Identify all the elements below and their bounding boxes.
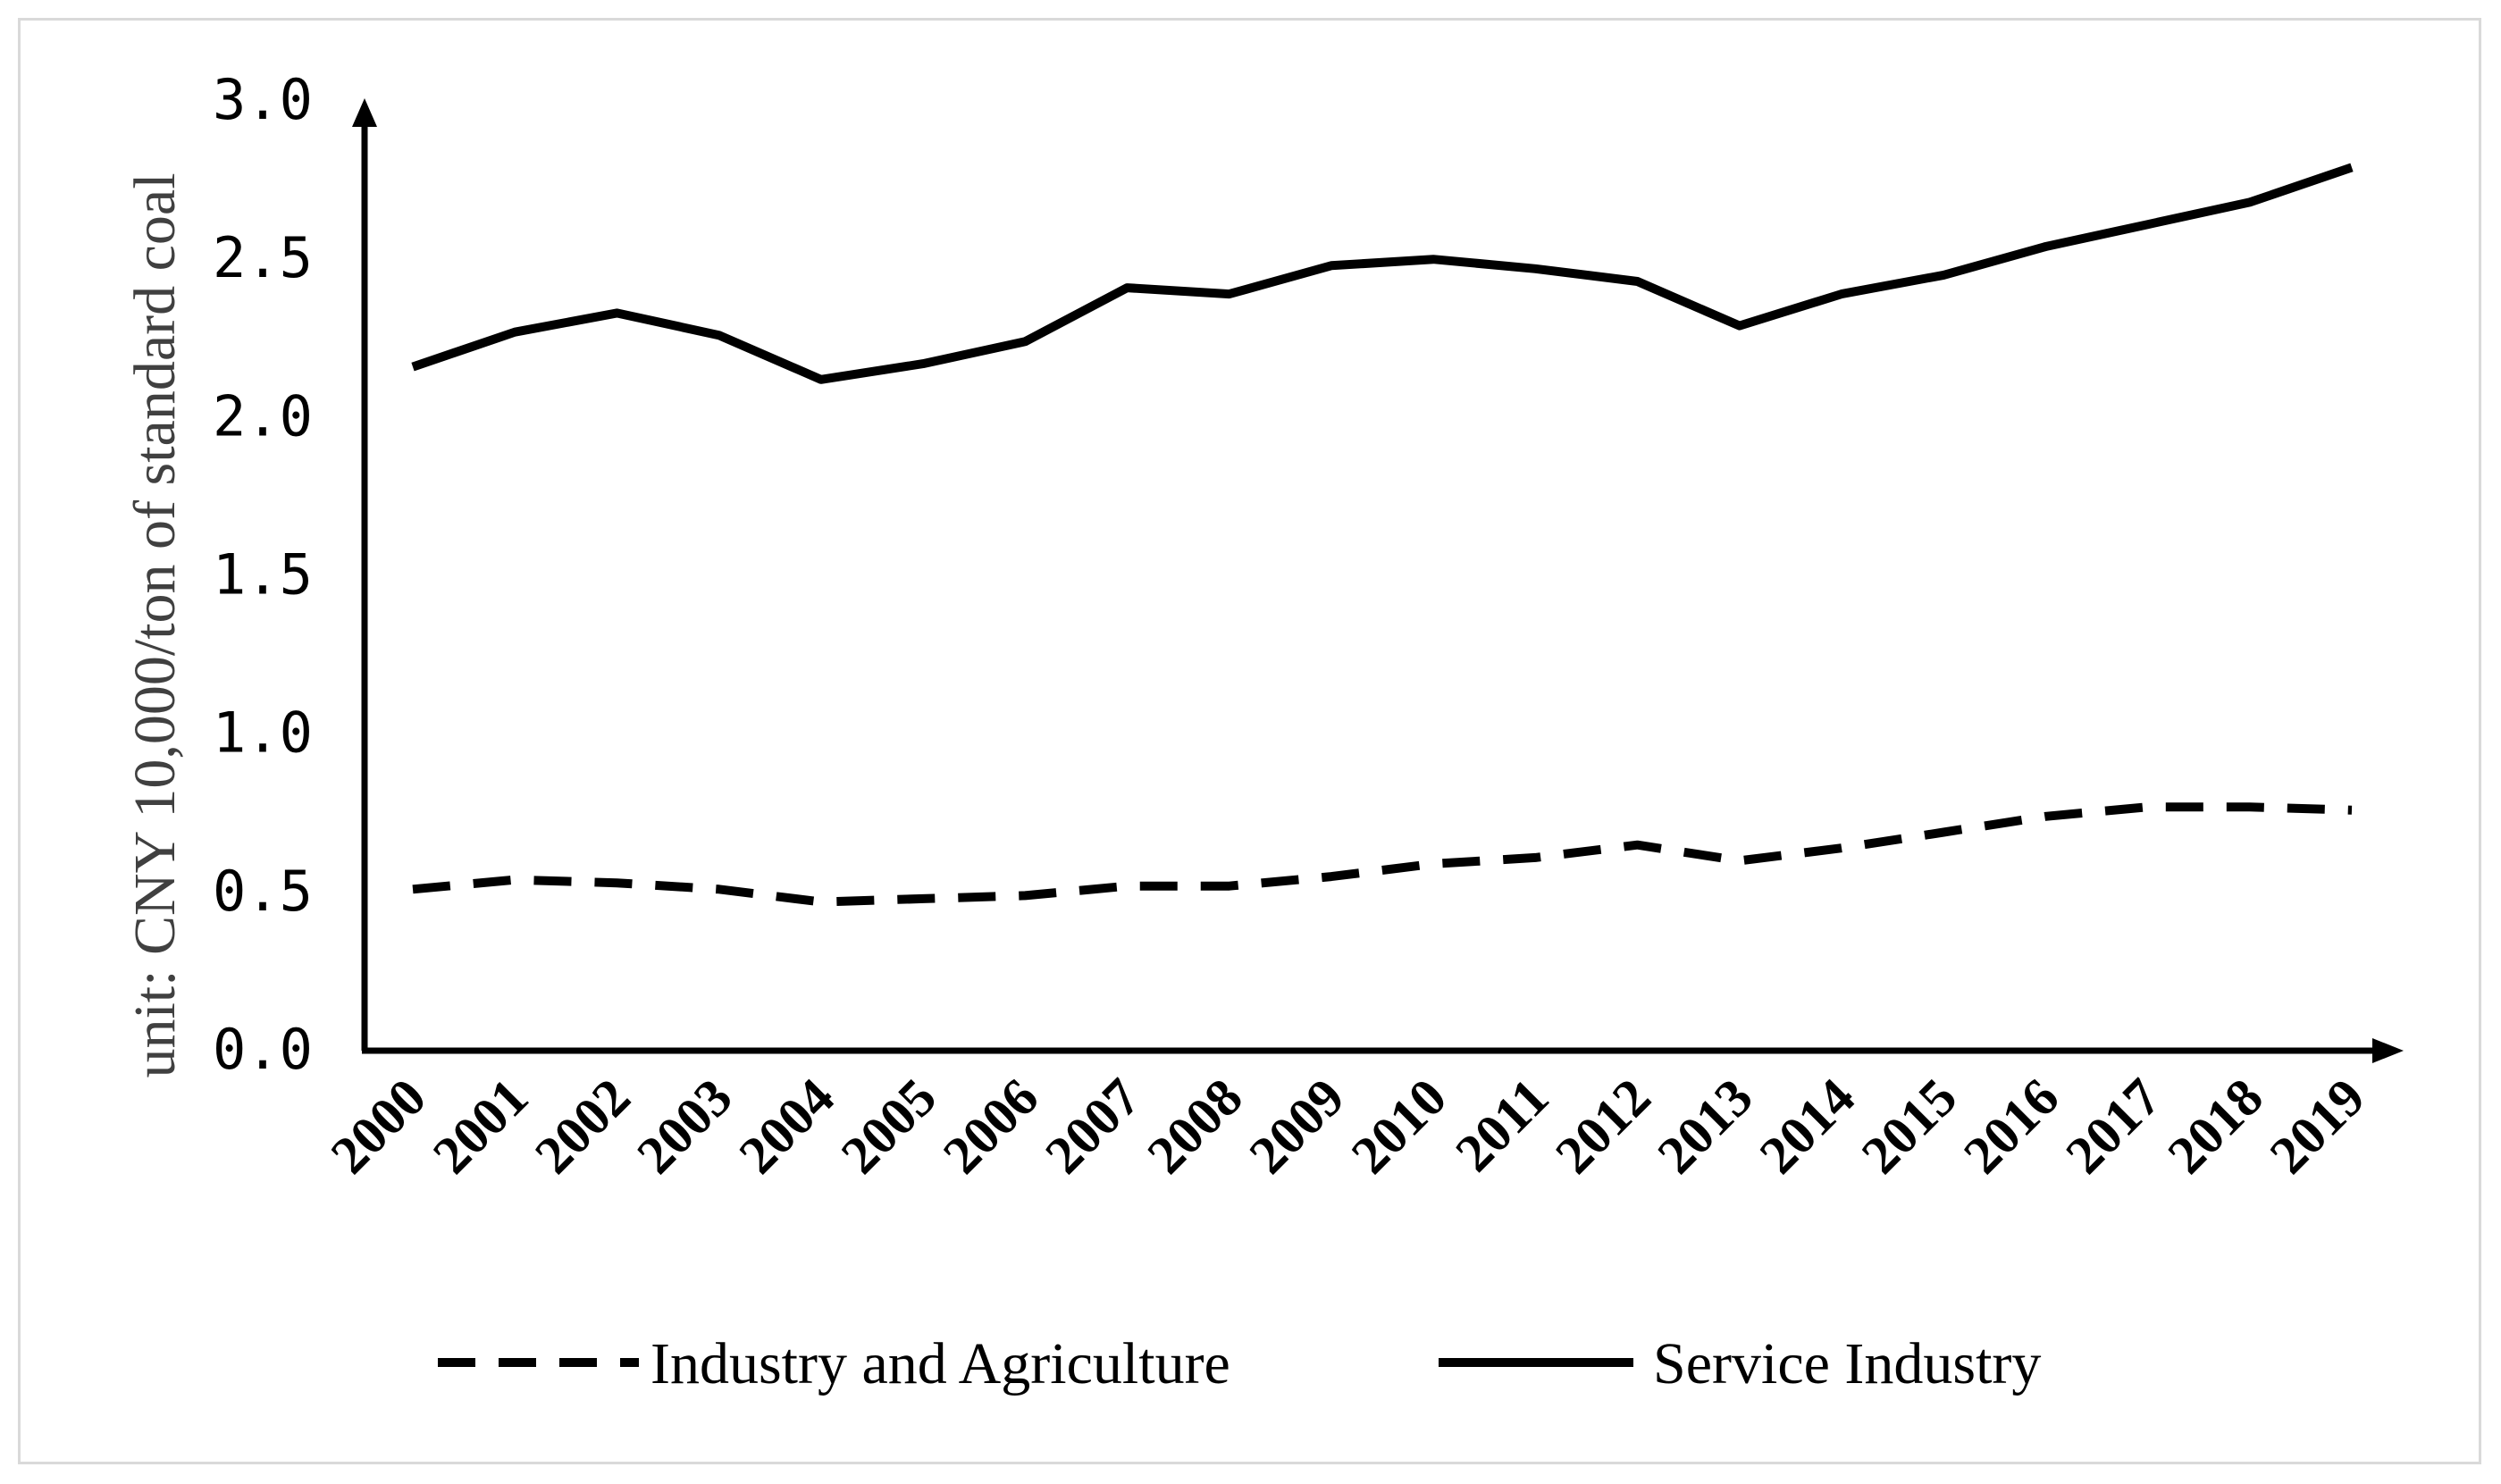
x-tick-label: 2016 xyxy=(1952,1068,2070,1186)
legend-item-industry-and-agriculture: Industry and Agriculture xyxy=(438,1331,1230,1396)
axes xyxy=(352,98,2404,1063)
y-tick-label: 2.5 xyxy=(213,225,313,290)
x-tick-label: 2006 xyxy=(932,1068,1050,1186)
x-tick-label: 2005 xyxy=(830,1068,948,1186)
y-axis-ticks: 0.0 0.5 1.0 1.5 2.0 2.5 3.0 xyxy=(213,67,313,1082)
x-tick-label: 2008 xyxy=(1136,1068,1254,1186)
y-axis-title-group: unit: CNY 10,000/ton of standard coal xyxy=(122,172,188,1077)
chart-frame xyxy=(18,18,2481,1464)
x-tick-label: 2013 xyxy=(1646,1068,1764,1186)
x-axis-ticks: 2000200120022003200420052006200720082009… xyxy=(320,1068,2377,1186)
x-tick-label: 2015 xyxy=(1851,1068,1968,1186)
y-axis-title: unit: CNY 10,000/ton of standard coal xyxy=(122,172,188,1077)
y-tick-label: 0.5 xyxy=(213,859,313,924)
x-tick-label: 2017 xyxy=(2054,1068,2172,1186)
x-tick-label: 2002 xyxy=(524,1068,642,1186)
legend-label-service-industry: Service Industry xyxy=(1653,1331,2041,1396)
x-tick-label: 2000 xyxy=(320,1068,438,1186)
x-tick-label: 2003 xyxy=(625,1068,743,1186)
y-axis-arrowhead xyxy=(352,98,377,127)
y-tick-label: 0.0 xyxy=(213,1017,313,1082)
x-tick-label: 2012 xyxy=(1544,1068,1662,1186)
legend: Industry and Agriculture Service Industr… xyxy=(438,1331,2041,1396)
x-axis-arrowhead xyxy=(2372,1038,2404,1063)
x-tick-label: 2019 xyxy=(2259,1068,2377,1186)
series-lines xyxy=(411,163,2354,907)
y-tick-label: 1.0 xyxy=(213,700,313,766)
x-tick-label: 2010 xyxy=(1340,1068,1458,1186)
y-tick-label: 3.0 xyxy=(213,67,313,132)
x-tick-label: 2007 xyxy=(1034,1068,1152,1186)
series-line-service-industry xyxy=(411,163,2354,384)
legend-item-service-industry: Service Industry xyxy=(1439,1331,2041,1396)
x-tick-label: 2009 xyxy=(1238,1068,1356,1186)
x-tick-label: 2001 xyxy=(422,1068,540,1186)
legend-label-industry-and-agriculture: Industry and Agriculture xyxy=(650,1331,1230,1396)
x-tick-label: 2018 xyxy=(2156,1068,2274,1186)
x-tick-label: 2004 xyxy=(728,1068,846,1186)
series-line-industry-and-agriculture xyxy=(412,802,2353,907)
x-tick-label: 2014 xyxy=(1749,1068,1867,1186)
x-tick-label: 2011 xyxy=(1444,1068,1559,1183)
y-tick-label: 2.0 xyxy=(213,383,313,449)
y-tick-label: 1.5 xyxy=(213,542,313,608)
